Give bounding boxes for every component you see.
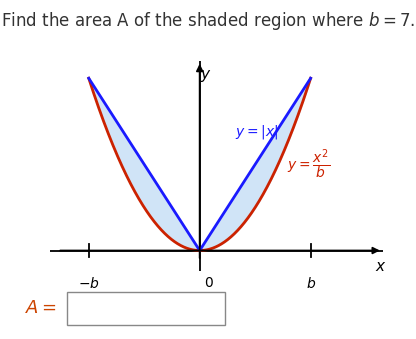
Text: $-b$: $-b$ [78, 276, 99, 291]
Text: $A =$: $A =$ [25, 299, 57, 318]
Text: Find the area A of the shaded region where $b = 7$.: Find the area A of the shaded region whe… [1, 10, 415, 32]
Text: $y = |x|$: $y = |x|$ [235, 123, 278, 141]
Text: $b$: $b$ [305, 276, 316, 291]
Text: $0$: $0$ [204, 276, 213, 291]
Text: x: x [375, 259, 384, 274]
Text: $y = \dfrac{x^2}{b}$: $y = \dfrac{x^2}{b}$ [287, 147, 330, 181]
Text: y: y [201, 67, 210, 82]
